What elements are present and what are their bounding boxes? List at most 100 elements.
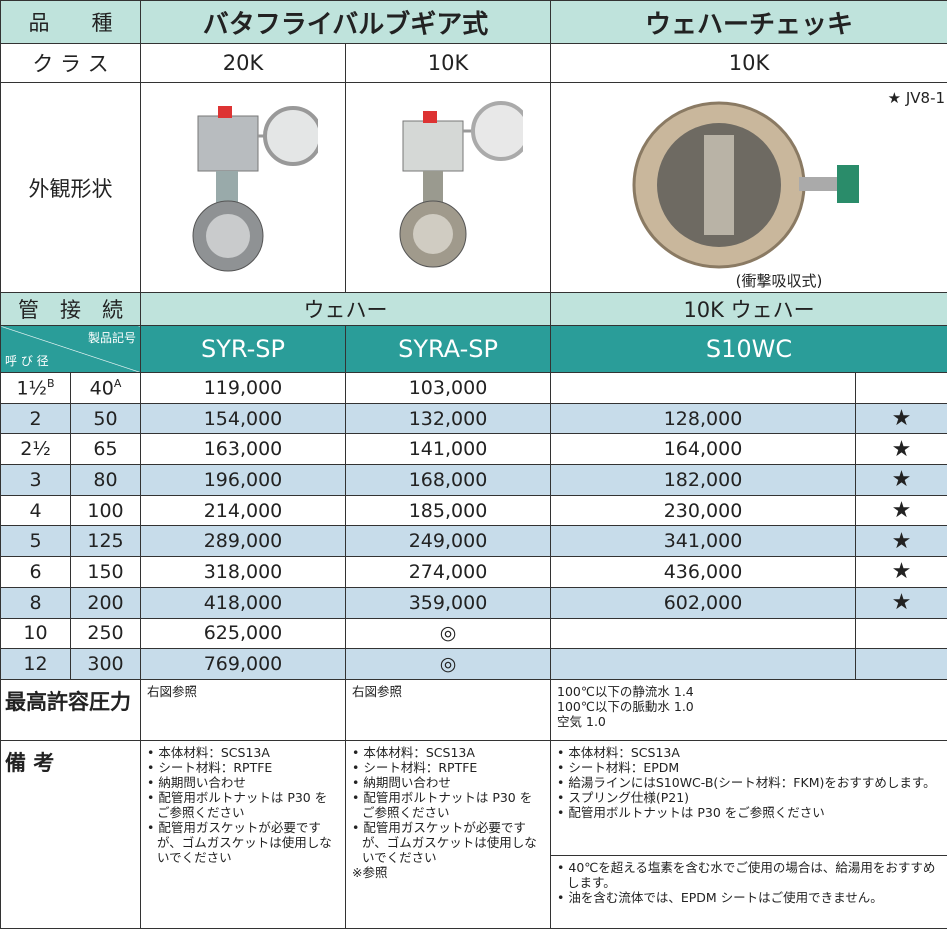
syr: 289,000 bbox=[204, 530, 283, 552]
s10wc: 602,000 bbox=[664, 592, 743, 614]
mark-cell: ★ bbox=[856, 434, 947, 465]
valve-image bbox=[599, 95, 899, 270]
image-cell bbox=[141, 83, 346, 293]
syra-cell: 274,000 bbox=[346, 557, 551, 588]
inch-cell: 6 bbox=[1, 557, 71, 588]
kind-label: 品 種 bbox=[1, 1, 141, 44]
size-label: 呼 び 径 bbox=[5, 352, 49, 369]
text-line: • 納期問い合わせ bbox=[147, 775, 339, 790]
remarks-block: • 40℃を超える塩素を含む水でご使用の場合は、給湯用をおすすめします。• 油を… bbox=[551, 855, 947, 909]
mark-cell bbox=[856, 649, 947, 680]
mm: 250 bbox=[87, 622, 123, 644]
mark-cell bbox=[856, 618, 947, 649]
text-line: • スプリング仕様(P21) bbox=[557, 790, 941, 805]
inch-cell: 3 bbox=[1, 465, 71, 496]
s10wc-cell bbox=[551, 373, 856, 404]
inch-cell: 10 bbox=[1, 618, 71, 649]
pressure: 右図参照 bbox=[346, 679, 551, 740]
inch-cell: 2½ bbox=[1, 434, 71, 465]
inch: 5 bbox=[29, 530, 41, 552]
syr: 769,000 bbox=[204, 653, 283, 675]
s10wc-cell bbox=[551, 649, 856, 680]
star-note: ★ JV8-1 bbox=[888, 89, 945, 107]
syra: 274,000 bbox=[409, 561, 488, 583]
syra-cell: 185,000 bbox=[346, 495, 551, 526]
code-corner: 製品記号呼 び 径 bbox=[1, 326, 141, 373]
syra: ◎ bbox=[440, 653, 457, 675]
inch: 8 bbox=[29, 592, 41, 614]
mark: ★ bbox=[892, 590, 912, 615]
mm: 150 bbox=[87, 561, 123, 583]
syra: 141,000 bbox=[409, 438, 488, 460]
class: 10K bbox=[551, 44, 947, 83]
syra-cell: 249,000 bbox=[346, 526, 551, 557]
mm: 50 bbox=[93, 408, 117, 430]
appearance-label: 外観形状 bbox=[1, 83, 141, 293]
text-line: • 本体材料：SCS13A bbox=[352, 745, 544, 760]
s10wc-cell: 182,000 bbox=[551, 465, 856, 496]
inch: 12 bbox=[23, 653, 47, 675]
text-line: • シート材料：EPDM bbox=[557, 760, 941, 775]
text-line: 100℃以下の脈動水 1.0 bbox=[557, 699, 941, 714]
text-line: • 油を含む流体では、EPDM シートはご使用できません。 bbox=[557, 890, 941, 905]
syr-cell: 196,000 bbox=[141, 465, 346, 496]
s10wc-cell: 230,000 bbox=[551, 495, 856, 526]
syra-cell: 359,000 bbox=[346, 587, 551, 618]
syra: 359,000 bbox=[409, 592, 488, 614]
remarks-row: 備 考 • 本体材料：SCS13A• シート材料：RPTFE • 納期問い合わせ • … bbox=[1, 740, 947, 928]
mm: 125 bbox=[87, 530, 123, 552]
syr-cell: 119,000 bbox=[141, 373, 346, 404]
inch-cell: 1½B bbox=[1, 373, 71, 404]
inch-cell: 8 bbox=[1, 587, 71, 618]
syra-cell: 103,000 bbox=[346, 373, 551, 404]
code: SYRA-SP bbox=[346, 326, 551, 373]
inch-cell: 2 bbox=[1, 403, 71, 434]
mm-cell: 80 bbox=[71, 465, 141, 496]
inch: 1½ bbox=[16, 377, 47, 399]
valve-image bbox=[373, 86, 523, 286]
syra: 168,000 bbox=[409, 469, 488, 491]
mm-cell: 150 bbox=[71, 557, 141, 588]
mark-cell: ★ bbox=[856, 403, 947, 434]
s10wc: 230,000 bbox=[664, 500, 743, 522]
text-line: • 40℃を超える塩素を含む水でご使用の場合は、給湯用をおすすめします。 bbox=[557, 860, 941, 890]
unit: A bbox=[114, 377, 122, 390]
syr: 163,000 bbox=[204, 438, 283, 460]
text-line: • 配管用ガスケットが必要ですが、ゴムガスケットは使用しないでください bbox=[147, 820, 339, 865]
text-line: • 給湯ラインにはS10WC-B(シート材料：FKM)をおすすめします。 bbox=[557, 775, 941, 790]
inch: 2 bbox=[29, 408, 41, 430]
syra: 185,000 bbox=[409, 500, 488, 522]
syra: 249,000 bbox=[409, 530, 488, 552]
mark: ★ bbox=[892, 467, 912, 492]
syr-cell: 625,000 bbox=[141, 618, 346, 649]
s10wc: 182,000 bbox=[664, 469, 743, 491]
syra: 103,000 bbox=[409, 377, 488, 399]
inch: 3 bbox=[29, 469, 41, 491]
s10wc: 128,000 bbox=[664, 408, 743, 430]
kind: ウェハーチェッキ bbox=[551, 1, 947, 44]
mark: ★ bbox=[892, 437, 912, 462]
inch-cell: 5 bbox=[1, 526, 71, 557]
text-line: • シート材料：RPTFE bbox=[352, 760, 544, 775]
mark-cell: ★ bbox=[856, 587, 947, 618]
remarks-label: 備 考 bbox=[1, 740, 141, 928]
syra-cell: 141,000 bbox=[346, 434, 551, 465]
mm-cell: 100 bbox=[71, 495, 141, 526]
s10wc-cell: 602,000 bbox=[551, 587, 856, 618]
mark-cell: ★ bbox=[856, 526, 947, 557]
text-line: • 配管用ボルトナットは P30 をご参照ください bbox=[557, 805, 941, 820]
